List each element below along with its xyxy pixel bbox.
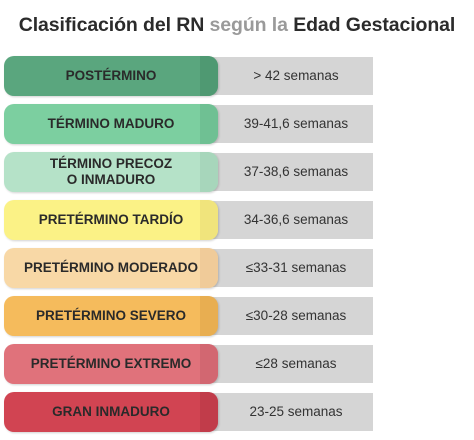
value-cell — [199, 249, 373, 287]
title-part-2: según la — [209, 14, 288, 36]
pill-edge — [200, 392, 218, 432]
category-label: TÉRMINO PRECOZ O INMADURO — [49, 156, 173, 187]
weeks-value: 37-38,6 semanas — [243, 164, 349, 179]
category-label: PRETÉRMINO TARDÍO — [38, 212, 184, 227]
weeks-value: ≤28 semanas — [255, 356, 337, 371]
weeks-value: 39-41,6 semanas — [243, 116, 349, 131]
classification-row: 39-41,6 semanas TÉRMINO MADURO — [4, 104, 374, 144]
weeks-value: 23-25 semanas — [249, 404, 343, 419]
pill-edge — [200, 200, 218, 240]
category-pill: PRETÉRMINO TARDÍO — [4, 200, 218, 240]
category-label: PRETÉRMINO SEVERO — [35, 308, 187, 323]
weeks-value: ≤30-28 semanas — [245, 308, 347, 323]
page-title: Clasificación del RN según la Edad Gesta… — [0, 14, 474, 37]
pill-edge — [200, 248, 218, 288]
value-cell — [199, 201, 373, 239]
classification-table: > 42 semanas POSTÉRMINO 39-41,6 semanas … — [4, 56, 374, 440]
pill-edge — [200, 296, 218, 336]
classification-row: > 42 semanas POSTÉRMINO — [4, 56, 374, 96]
classification-row: 23-25 semanas GRAN INMADURO — [4, 392, 374, 432]
pill-edge — [200, 104, 218, 144]
classification-row: ≤28 semanas PRETÉRMINO EXTREMO — [4, 344, 374, 384]
weeks-value: > 42 semanas — [253, 68, 339, 83]
title-part-1: Clasificación del RN — [18, 14, 205, 36]
value-cell — [199, 105, 373, 143]
category-pill: TÉRMINO MADURO — [4, 104, 218, 144]
category-label: TÉRMINO MADURO — [47, 116, 175, 131]
pill-edge — [200, 344, 218, 384]
category-label: GRAN INMADURO — [52, 404, 170, 419]
title-part-3: Edad Gestacional — [293, 14, 456, 36]
category-label: PRETÉRMINO MODERADO — [23, 260, 198, 275]
classification-row: 34-36,6 semanas PRETÉRMINO TARDÍO — [4, 200, 374, 240]
category-pill: POSTÉRMINO — [4, 56, 218, 96]
value-cell — [199, 345, 373, 383]
value-cell — [199, 393, 373, 431]
category-label: POSTÉRMINO — [65, 68, 157, 83]
value-cell — [199, 57, 373, 95]
pill-edge — [200, 56, 218, 96]
value-cell — [199, 153, 373, 191]
category-pill: TÉRMINO PRECOZ O INMADURO — [4, 152, 218, 192]
category-pill: GRAN INMADURO — [4, 392, 218, 432]
weeks-value: 34-36,6 semanas — [243, 212, 349, 227]
classification-row: 37-38,6 semanas TÉRMINO PRECOZ O INMADUR… — [4, 152, 374, 192]
category-pill: PRETÉRMINO SEVERO — [4, 296, 218, 336]
value-cell — [199, 297, 373, 335]
category-pill: PRETÉRMINO EXTREMO — [4, 344, 218, 384]
pill-edge — [200, 152, 218, 192]
category-pill: PRETÉRMINO MODERADO — [4, 248, 218, 288]
classification-row: ≤33-31 semanas PRETÉRMINO MODERADO — [4, 248, 374, 288]
category-label: PRETÉRMINO EXTREMO — [30, 356, 192, 371]
classification-row: ≤30-28 semanas PRETÉRMINO SEVERO — [4, 296, 374, 336]
weeks-value: ≤33-31 semanas — [245, 260, 347, 275]
